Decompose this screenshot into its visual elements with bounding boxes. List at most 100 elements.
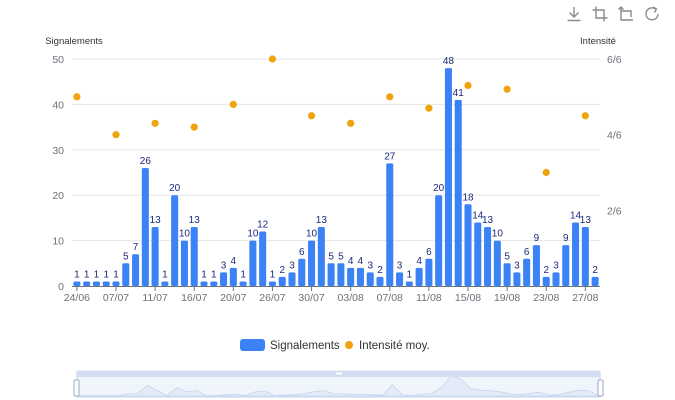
bar[interactable] — [386, 163, 394, 286]
bar[interactable] — [249, 240, 257, 286]
bar[interactable] — [210, 281, 218, 286]
bar[interactable] — [200, 281, 208, 286]
bar[interactable] — [180, 240, 188, 286]
intensity-point[interactable] — [229, 100, 237, 108]
bar[interactable] — [376, 276, 384, 286]
bar[interactable] — [581, 226, 589, 286]
bar-value-label: 1 — [74, 269, 80, 280]
legend-item-intensite[interactable]: Intensité moy. — [345, 340, 430, 352]
bar[interactable] — [503, 263, 511, 286]
bar[interactable] — [532, 245, 540, 286]
intensity-point[interactable] — [73, 93, 81, 101]
bar[interactable] — [259, 231, 267, 286]
download-icon[interactable] — [565, 5, 583, 23]
bar[interactable] — [572, 222, 580, 286]
bar[interactable] — [474, 222, 482, 286]
bar[interactable] — [308, 240, 316, 286]
bar-value-label: 5 — [123, 251, 129, 262]
legend-item-signalements[interactable]: Signalements — [240, 339, 340, 352]
bar[interactable] — [523, 258, 531, 286]
intensity-point[interactable] — [268, 55, 277, 63]
x-axis-tick-label: 11/08 — [416, 292, 442, 304]
bar[interactable] — [347, 267, 355, 286]
bar[interactable] — [493, 240, 501, 286]
bar[interactable] — [356, 267, 364, 286]
intensity-point[interactable] — [190, 123, 198, 131]
zoom-reset-icon[interactable] — [617, 5, 635, 23]
bar[interactable] — [366, 272, 374, 286]
slider-handle-right[interactable] — [597, 379, 604, 397]
bar[interactable] — [464, 204, 472, 286]
intensity-point[interactable] — [347, 119, 355, 127]
bar[interactable] — [454, 99, 462, 286]
zoom-select-icon[interactable] — [591, 5, 609, 23]
intensity-point[interactable] — [425, 104, 433, 112]
legend-bar-swatch — [240, 339, 265, 351]
intensity-point[interactable] — [112, 131, 120, 139]
bar[interactable] — [425, 258, 433, 286]
bar[interactable] — [405, 281, 413, 286]
bar[interactable] — [132, 254, 140, 286]
data-zoom-slider[interactable] — [73, 370, 604, 398]
intensity-point[interactable] — [386, 93, 394, 101]
bar[interactable] — [396, 272, 404, 286]
intensity-point[interactable] — [151, 119, 159, 127]
bar[interactable] — [513, 272, 521, 286]
left-axis-tick-label: 50 — [52, 54, 64, 66]
bar[interactable] — [562, 245, 570, 286]
bar[interactable] — [278, 276, 286, 286]
bar-value-label: 13 — [580, 215, 592, 226]
bar[interactable] — [112, 281, 120, 286]
bar[interactable] — [591, 276, 599, 286]
bar[interactable] — [141, 167, 149, 286]
bar[interactable] — [83, 281, 91, 286]
bar-value-label: 1 — [113, 269, 119, 280]
bar[interactable] — [229, 267, 237, 286]
bar[interactable] — [484, 226, 492, 286]
intensity-point[interactable] — [581, 112, 589, 120]
bar-value-label: 20 — [433, 183, 445, 194]
intensity-point[interactable] — [503, 85, 511, 93]
x-axis-tick-label: 30/07 — [298, 292, 324, 304]
bar[interactable] — [288, 272, 296, 286]
bar[interactable] — [102, 281, 110, 286]
bar-value-label: 3 — [221, 260, 227, 271]
bar-value-label: 13 — [482, 215, 494, 226]
bar[interactable] — [298, 258, 306, 286]
bar[interactable] — [552, 272, 560, 286]
bar[interactable] — [73, 281, 81, 286]
bar[interactable] — [327, 263, 335, 286]
bar[interactable] — [220, 272, 228, 286]
bar[interactable] — [239, 281, 247, 286]
intensity-point[interactable] — [464, 81, 472, 90]
bar[interactable] — [542, 276, 550, 286]
bar[interactable] — [92, 281, 100, 286]
bar[interactable] — [151, 226, 159, 286]
bar-value-label: 10 — [492, 229, 504, 240]
bar[interactable] — [161, 281, 169, 286]
slider-move-grip[interactable] — [334, 371, 344, 376]
bar-value-label: 20 — [169, 183, 181, 194]
bar[interactable] — [122, 263, 130, 286]
bar[interactable] — [435, 195, 443, 286]
bar-value-label: 1 — [270, 269, 276, 280]
slider-handle-left[interactable] — [73, 379, 80, 397]
bar-value-label: 1 — [211, 269, 217, 280]
bar[interactable] — [444, 68, 452, 286]
bar[interactable] — [337, 263, 345, 286]
bar-value-label: 5 — [504, 251, 510, 262]
bar-value-label: 3 — [553, 260, 559, 271]
bar[interactable] — [171, 195, 179, 286]
restore-icon[interactable] — [643, 5, 661, 23]
intensity-point[interactable] — [542, 168, 550, 177]
x-axis-tick-label: 07/07 — [103, 292, 129, 304]
x-axis-tick-label: 11/07 — [142, 292, 168, 304]
bar-value-label: 13 — [150, 215, 162, 226]
bar[interactable] — [317, 226, 325, 286]
bar[interactable] — [415, 267, 423, 286]
bar[interactable] — [268, 281, 276, 286]
bar-value-label: 1 — [201, 269, 207, 280]
intensity-point[interactable] — [307, 112, 316, 120]
bar[interactable] — [190, 226, 198, 286]
